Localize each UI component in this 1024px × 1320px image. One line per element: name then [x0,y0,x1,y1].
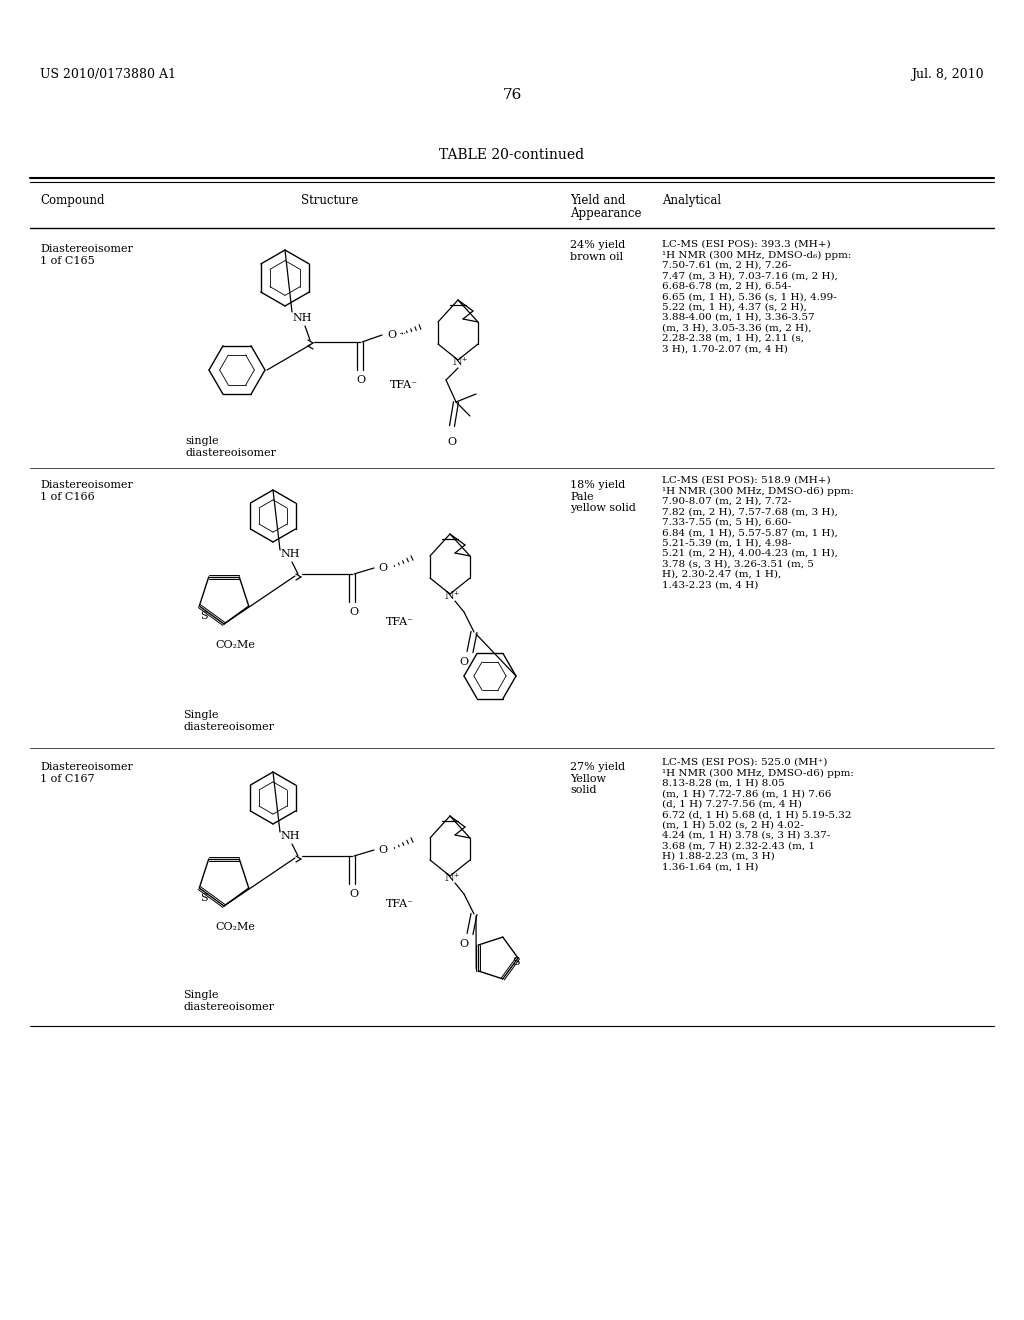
Text: O: O [349,607,358,616]
Text: N⁺: N⁺ [444,873,460,883]
Text: TFA⁻: TFA⁻ [390,380,418,389]
Text: Diastereoisomer
1 of C165: Diastereoisomer 1 of C165 [40,244,133,265]
Text: TABLE 20-continued: TABLE 20-continued [439,148,585,162]
Text: Single
diastereoisomer: Single diastereoisomer [183,710,274,731]
Text: LC-MS (ESI POS): 525.0 (MH⁺)
¹H NMR (300 MHz, DMSO-d6) ppm:
8.13-8.28 (m, 1 H) 8: LC-MS (ESI POS): 525.0 (MH⁺) ¹H NMR (300… [662,758,854,871]
Text: Analytical: Analytical [662,194,721,207]
Text: Yield and: Yield and [570,194,626,207]
Text: NH: NH [292,313,311,323]
Text: O: O [379,564,387,573]
Text: S: S [200,894,208,903]
Text: O: O [356,375,366,385]
Text: LC-MS (ESI POS): 518.9 (MH+)
¹H NMR (300 MHz, DMSO-d6) ppm:
7.90-8.07 (m, 2 H), : LC-MS (ESI POS): 518.9 (MH+) ¹H NMR (300… [662,477,854,589]
Text: NH: NH [281,549,300,558]
Text: O: O [460,657,469,667]
Text: S: S [512,957,520,968]
Text: NH: NH [281,832,300,841]
Text: Diastereoisomer
1 of C167: Diastereoisomer 1 of C167 [40,762,133,784]
Text: TFA⁻: TFA⁻ [386,616,414,627]
Text: single
diastereoisomer: single diastereoisomer [185,436,276,458]
Text: S: S [200,611,208,620]
Text: O: O [349,888,358,899]
Text: N⁺: N⁺ [444,591,460,601]
Text: Compound: Compound [40,194,104,207]
Text: ...: ... [398,327,406,337]
Text: O: O [387,330,396,341]
Text: TFA⁻: TFA⁻ [386,899,414,909]
Text: 18% yield
Pale
yellow solid: 18% yield Pale yellow solid [570,480,636,513]
Text: Diastereoisomer
1 of C166: Diastereoisomer 1 of C166 [40,480,133,502]
Text: 27% yield
Yellow
solid: 27% yield Yellow solid [570,762,625,795]
Text: N⁺: N⁺ [453,356,468,367]
Text: Appearance: Appearance [570,207,641,220]
Text: Single
diastereoisomer: Single diastereoisomer [183,990,274,1011]
Text: 24% yield
brown oil: 24% yield brown oil [570,240,626,261]
Text: 76: 76 [503,88,521,102]
Text: O: O [447,437,457,447]
Text: CO₂Me: CO₂Me [215,921,255,932]
Text: LC-MS (ESI POS): 393.3 (MH+)
¹H NMR (300 MHz, DMSO-d₆) ppm:
7.50-7.61 (m, 2 H), : LC-MS (ESI POS): 393.3 (MH+) ¹H NMR (300… [662,240,851,354]
Text: Structure: Structure [301,194,358,207]
Text: CO₂Me: CO₂Me [215,640,255,649]
Text: Jul. 8, 2010: Jul. 8, 2010 [911,69,984,81]
Text: US 2010/0173880 A1: US 2010/0173880 A1 [40,69,176,81]
Text: O: O [460,939,469,949]
Text: O: O [379,845,387,855]
